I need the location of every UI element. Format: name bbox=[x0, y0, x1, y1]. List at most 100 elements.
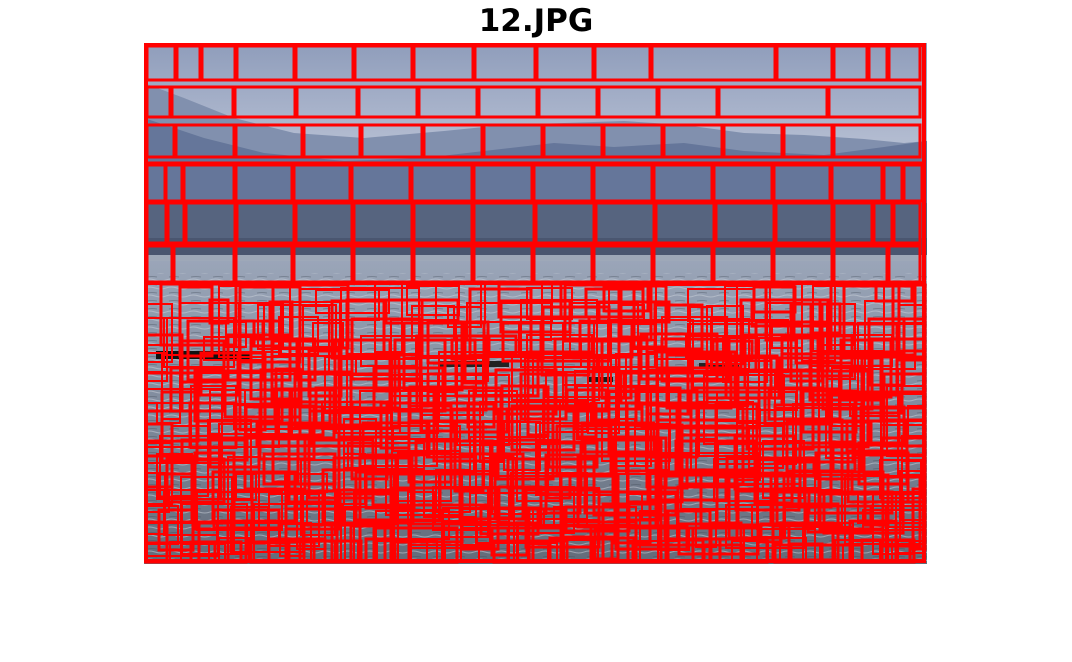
detection-box bbox=[350, 317, 423, 381]
detection-box bbox=[587, 357, 620, 434]
detection-box bbox=[867, 44, 889, 82]
detection-box bbox=[312, 322, 344, 348]
detection-box bbox=[352, 201, 414, 245]
detection-box bbox=[593, 44, 652, 82]
detection-box bbox=[233, 85, 297, 119]
detection-box bbox=[349, 524, 387, 564]
detection-box bbox=[292, 244, 354, 284]
detection-box bbox=[780, 352, 854, 378]
detection-box bbox=[174, 123, 236, 159]
detection-box bbox=[144, 161, 926, 563]
detection-box bbox=[650, 44, 777, 82]
detection-overlay bbox=[144, 43, 927, 564]
detection-box bbox=[698, 401, 754, 457]
detection-box bbox=[295, 337, 317, 382]
detection-box bbox=[295, 85, 359, 119]
detection-box bbox=[576, 402, 598, 439]
detection-box bbox=[182, 201, 237, 245]
detection-box bbox=[163, 489, 219, 536]
detection-box bbox=[412, 244, 474, 284]
detection-box bbox=[292, 163, 352, 203]
detection-box bbox=[542, 123, 604, 159]
detection-box bbox=[259, 388, 312, 441]
detection-box bbox=[477, 85, 539, 119]
detection-box bbox=[872, 201, 894, 245]
detection-box bbox=[234, 163, 294, 203]
detection-box bbox=[412, 44, 475, 82]
detection-box bbox=[337, 406, 401, 430]
detection-box bbox=[175, 44, 202, 82]
detection-box bbox=[360, 123, 424, 159]
detection-box bbox=[662, 123, 724, 159]
detection-box bbox=[200, 44, 237, 82]
detection-box bbox=[597, 300, 671, 324]
detection-box bbox=[196, 491, 283, 531]
detection-box bbox=[652, 163, 714, 203]
detection-box bbox=[830, 163, 884, 203]
detection-box bbox=[482, 123, 544, 159]
detection-box bbox=[714, 201, 776, 245]
detection-box bbox=[324, 356, 393, 414]
detection-box bbox=[156, 472, 196, 499]
detection-box bbox=[417, 85, 479, 119]
detection-box bbox=[157, 508, 195, 552]
detection-box bbox=[902, 163, 924, 203]
detection-box bbox=[844, 505, 887, 545]
detection-box bbox=[166, 201, 188, 245]
image-axes bbox=[144, 43, 927, 564]
detection-box bbox=[882, 163, 904, 203]
detection-box bbox=[782, 123, 834, 159]
detection-box bbox=[532, 163, 594, 203]
detection-box bbox=[234, 244, 294, 284]
detection-box bbox=[772, 163, 832, 203]
detection-box bbox=[863, 473, 890, 527]
detection-box bbox=[226, 333, 292, 382]
detection-box bbox=[357, 85, 419, 119]
detection-box bbox=[180, 163, 236, 203]
detection-box bbox=[712, 163, 774, 203]
detection-box bbox=[887, 244, 922, 284]
detection-box bbox=[208, 298, 230, 325]
boat-4 bbox=[699, 363, 739, 368]
detection-box bbox=[145, 244, 174, 284]
detection-box bbox=[712, 244, 774, 284]
detection-box bbox=[827, 85, 922, 119]
detection-box bbox=[294, 201, 354, 245]
detection-box bbox=[350, 163, 412, 203]
detection-box bbox=[676, 485, 719, 526]
detection-box bbox=[832, 44, 869, 82]
detection-box bbox=[479, 441, 503, 463]
detection-box bbox=[759, 522, 783, 544]
detection-box bbox=[520, 299, 598, 368]
detection-box bbox=[537, 85, 599, 119]
detection-box bbox=[199, 351, 240, 397]
detection-box bbox=[294, 44, 355, 82]
detection-box bbox=[717, 85, 829, 119]
detection-box bbox=[526, 385, 550, 437]
detection-box bbox=[487, 334, 518, 356]
detection-box bbox=[422, 123, 484, 159]
detection-box bbox=[235, 473, 257, 501]
detection-box bbox=[591, 367, 619, 422]
detection-box bbox=[145, 201, 168, 245]
detection-box bbox=[472, 163, 534, 203]
detection-box bbox=[724, 356, 781, 400]
detection-box bbox=[412, 201, 474, 245]
detection-box bbox=[783, 487, 820, 508]
detection-box bbox=[235, 201, 296, 245]
detection-box bbox=[806, 504, 873, 534]
detection-box bbox=[597, 85, 659, 119]
detection-box bbox=[832, 123, 922, 159]
detection-box bbox=[411, 503, 492, 526]
detection-box bbox=[161, 354, 181, 420]
detection-box bbox=[234, 123, 304, 159]
detection-box bbox=[145, 85, 172, 119]
detection-box bbox=[832, 244, 889, 284]
detection-box bbox=[722, 123, 784, 159]
detection-box bbox=[602, 123, 664, 159]
detection-box bbox=[472, 201, 536, 245]
detection-box bbox=[772, 244, 834, 284]
detection-box bbox=[748, 425, 784, 469]
detection-box bbox=[887, 44, 922, 82]
